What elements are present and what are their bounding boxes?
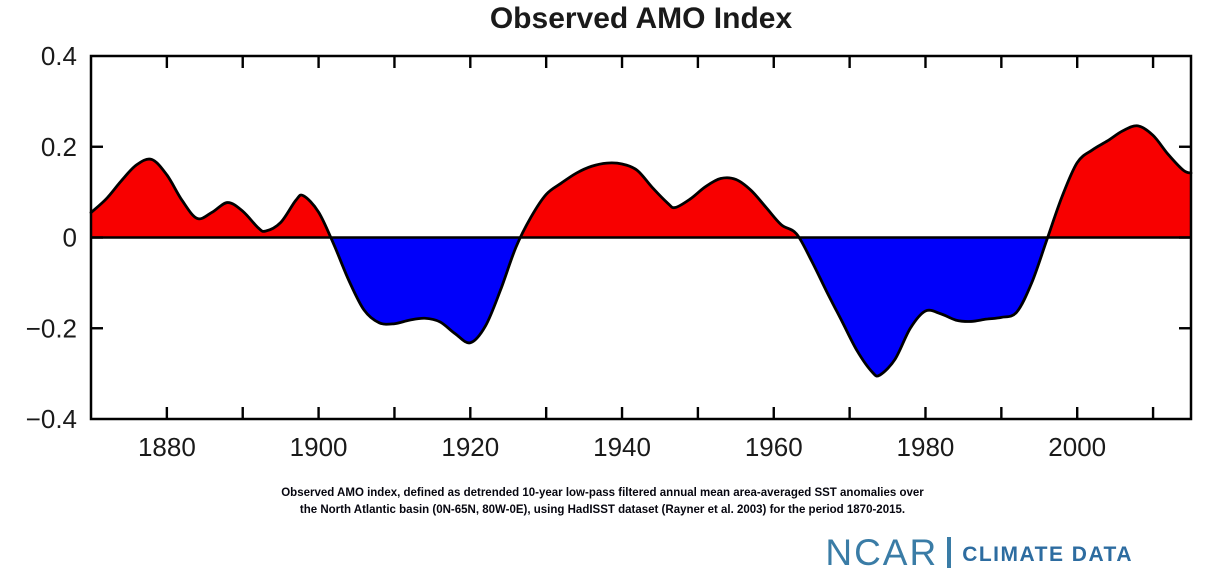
x-tick-label: 1960 [745, 432, 803, 462]
figure-caption: Observed AMO index, defined as detrended… [0, 485, 1205, 519]
caption-line-2: the North Atlantic basin (0N-65N, 80W-0E… [299, 504, 906, 516]
x-tick-label: 1940 [593, 432, 651, 462]
amo-index-chart: 1880 1900 1920 1940 1960 1980 2000 0.4 0.2 0 −0.2 −… [26, 41, 1193, 462]
y-tick-label: −0.4 [26, 404, 77, 434]
y-tick-label: −0.2 [26, 313, 77, 343]
x-tick-label: 1880 [138, 432, 196, 462]
y-tick-label: 0 [63, 223, 77, 253]
x-tick-label: 1980 [897, 432, 955, 462]
logo-separator-bar [947, 537, 952, 568]
x-tick-label: 1900 [290, 432, 348, 462]
chart-title: Observed AMO Index [489, 2, 793, 35]
ncar-climate-data-logo: NCAR CLIMATE DATA [825, 534, 1133, 571]
x-tick-label: 2000 [1048, 432, 1106, 462]
y-tick-label: 0.2 [41, 132, 77, 162]
x-tick-label: 1920 [441, 432, 499, 462]
caption-line-1: Observed AMO index, defined as detrended… [281, 487, 924, 499]
y-tick-label: 0.4 [41, 41, 77, 71]
climate-data-logo-text: CLIMATE DATA [962, 543, 1133, 566]
ncar-logo-text: NCAR [825, 532, 939, 573]
